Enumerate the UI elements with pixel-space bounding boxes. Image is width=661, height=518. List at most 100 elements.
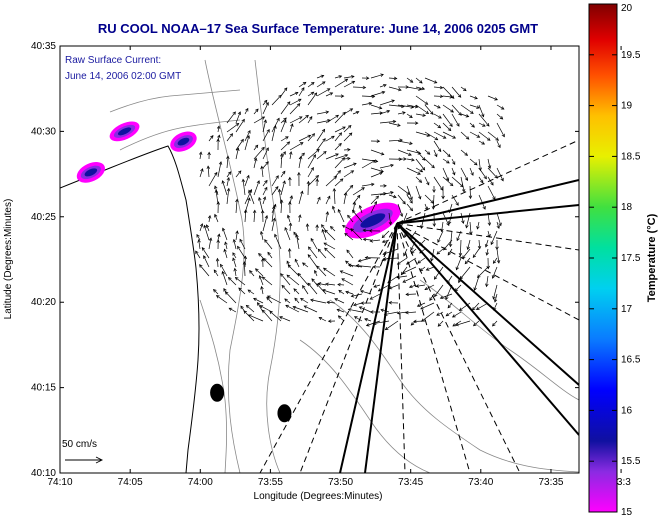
current-vector-head <box>293 288 297 292</box>
current-vector-head <box>485 283 489 288</box>
current-vector <box>441 221 444 232</box>
current-vector-head <box>295 233 299 238</box>
current-vector-head <box>499 116 504 120</box>
current-vector <box>239 239 246 250</box>
current-vector-head <box>285 136 289 140</box>
current-vector <box>338 209 345 223</box>
current-vector <box>378 284 390 292</box>
current-vector-head <box>232 238 237 243</box>
current-vector-head <box>215 295 220 299</box>
current-vector <box>424 104 434 115</box>
current-vector-head <box>447 127 452 132</box>
current-vector-head <box>297 171 301 176</box>
current-vector-head <box>327 319 332 323</box>
current-vector-head <box>464 260 469 265</box>
current-vector <box>280 117 287 124</box>
current-vector <box>467 239 471 250</box>
current-vector <box>402 266 417 274</box>
current-vector <box>456 257 462 270</box>
current-vector-head <box>348 132 353 136</box>
station-marker <box>210 383 225 402</box>
current-vector-head <box>273 203 277 208</box>
current-vector <box>478 239 481 249</box>
current-vector-head <box>496 225 500 229</box>
current-vector-head <box>208 237 213 242</box>
current-vector-head <box>298 214 302 218</box>
current-vector-head <box>232 111 236 115</box>
current-vector-head <box>447 251 451 256</box>
current-vector <box>359 205 363 214</box>
current-vector-head <box>325 110 330 114</box>
current-vector <box>325 153 339 160</box>
current-vector-head <box>380 308 384 313</box>
current-vector-head <box>473 287 477 291</box>
current-annotation-line2: June 14, 2006 02:00 GMT <box>65 71 181 82</box>
current-vector <box>248 190 255 205</box>
current-vector-head <box>424 206 429 211</box>
current-vector-head <box>214 189 219 194</box>
current-vector-head <box>220 263 224 268</box>
current-vector <box>316 151 327 160</box>
current-vector-head <box>418 195 422 200</box>
current-vector <box>204 225 210 241</box>
current-vector-head <box>388 221 393 226</box>
current-vector-head <box>309 116 313 120</box>
current-vector <box>352 210 363 223</box>
y-tick-label: 40:15 <box>31 383 56 394</box>
current-vector <box>217 234 220 241</box>
current-vector <box>496 113 503 120</box>
current-vector <box>478 194 486 210</box>
current-vector-head <box>388 301 392 305</box>
current-vector-head <box>410 250 415 254</box>
current-vector <box>348 264 363 268</box>
current-vector <box>397 140 413 145</box>
current-vector-head <box>382 251 387 256</box>
current-vector <box>450 230 453 247</box>
current-vector-head <box>500 177 504 182</box>
current-vector <box>451 194 459 206</box>
current-vector <box>442 113 453 127</box>
current-vector-head <box>329 92 334 96</box>
current-vector <box>262 119 267 133</box>
current-vector-head <box>462 255 466 259</box>
current-vector-head <box>360 289 364 294</box>
current-vector <box>307 167 314 178</box>
current-vector <box>442 212 450 226</box>
current-vector <box>478 176 484 184</box>
current-vector <box>351 293 363 297</box>
current-vector <box>271 186 279 196</box>
current-vector <box>262 129 270 142</box>
current-vector <box>397 311 408 314</box>
current-vector-head <box>380 152 385 156</box>
current-vector-head <box>490 182 494 186</box>
current-vector-head <box>424 101 429 105</box>
colorbar-tick-label: 17 <box>621 304 633 315</box>
current-vector-head <box>396 261 401 265</box>
current-vector <box>244 175 250 187</box>
current-vector-head <box>409 196 413 201</box>
current-vector <box>406 104 418 108</box>
current-vector <box>431 248 435 262</box>
current-vector-head <box>305 114 309 119</box>
current-vector-head <box>422 113 427 117</box>
current-vector-head <box>311 278 315 282</box>
current-vector <box>442 149 451 157</box>
current-vector-head <box>243 310 247 314</box>
current-vector-head <box>353 316 358 320</box>
current-vector <box>280 180 286 196</box>
current-vector-head <box>436 251 441 255</box>
current-vector <box>228 277 237 286</box>
current-vector-head <box>369 239 374 243</box>
current-vector <box>208 172 218 187</box>
current-vector <box>262 102 269 115</box>
current-vector <box>346 249 354 259</box>
colorbar-tick-label: 17.5 <box>621 253 641 264</box>
current-vector-head <box>381 239 386 244</box>
current-vector <box>456 230 462 241</box>
current-vector-head <box>301 152 305 157</box>
current-vector-head <box>265 161 269 165</box>
current-vector-head <box>452 171 456 176</box>
current-vector <box>448 212 453 225</box>
current-vector-head <box>199 264 203 268</box>
